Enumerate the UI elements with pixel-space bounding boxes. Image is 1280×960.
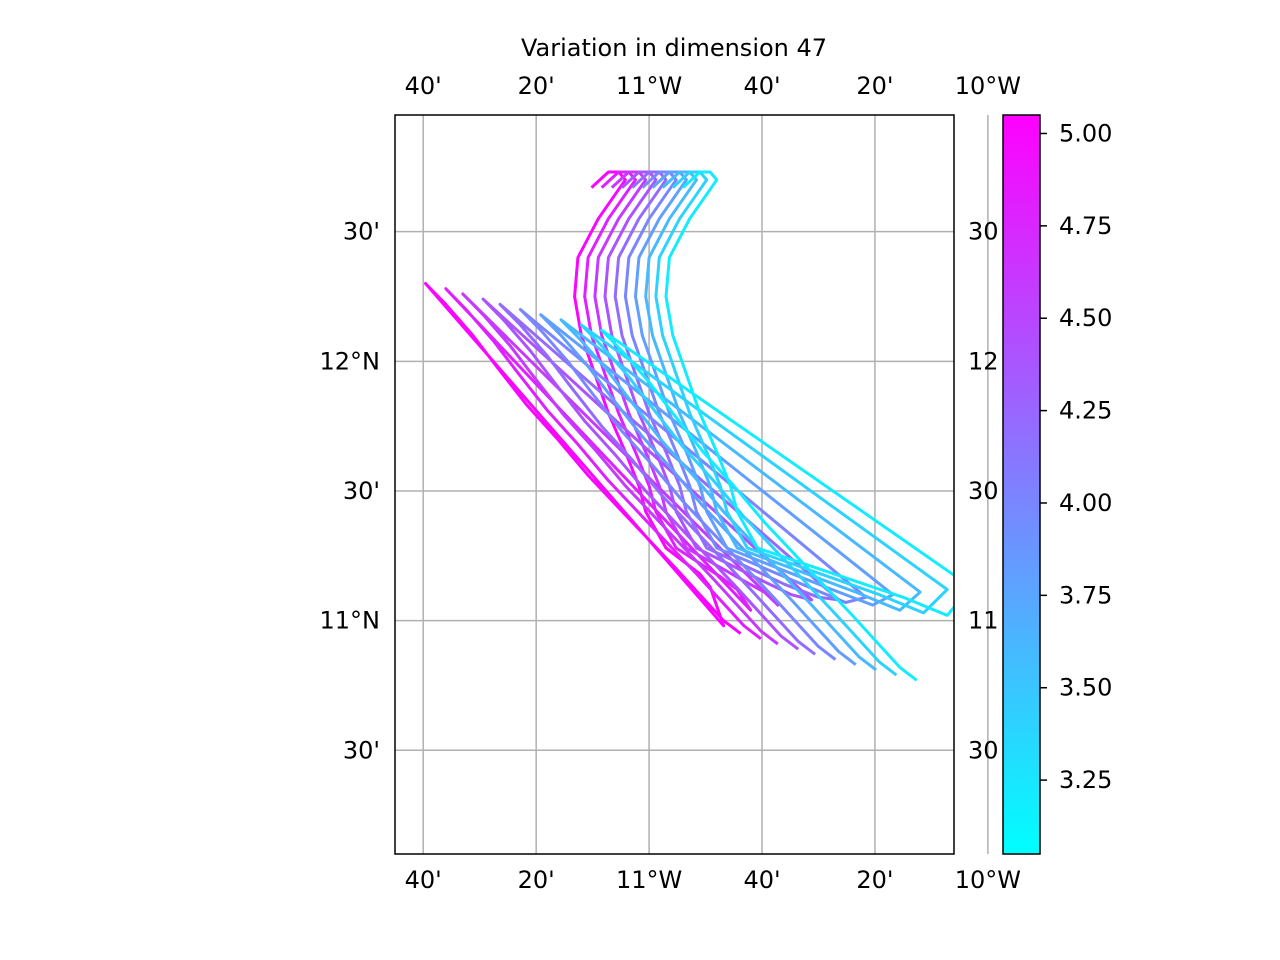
colorbar-tick-label-4: 4.25	[1059, 397, 1112, 425]
x-tick-labels-bottom: 40' 20' 11°W 40' 20' 10°W	[405, 866, 1021, 894]
y-tick-label-left-4: 30'	[343, 736, 380, 764]
x-tick-label-bottom-5: 10°W	[955, 866, 1021, 894]
y-tick-label-right-1: 12	[968, 347, 999, 375]
x-tick-label-bottom-4: 20'	[856, 866, 893, 894]
x-tick-label-bottom-1: 20'	[518, 866, 555, 894]
colorbar-tick-label-3: 4.00	[1059, 489, 1112, 517]
colorbar-tick-label-2: 3.75	[1059, 581, 1112, 609]
y-tick-labels-left: 30' 12°N 30' 11°N 30'	[320, 218, 381, 765]
y-tick-label-right-2: 30	[968, 477, 999, 505]
x-tick-label-bottom-3: 40'	[743, 866, 780, 894]
x-tick-labels-top: 40' 20' 11°W 40' 20' 10°W	[405, 72, 1021, 100]
colorbar-tick-label-6: 4.75	[1059, 212, 1112, 240]
series-line-3-6	[559, 170, 922, 672]
colorbar-ticks: 3.25 3.50 3.75 4.00 4.25 4.50 4.75 5.00	[1040, 119, 1112, 794]
x-tick-label-top-5: 10°W	[955, 72, 1021, 100]
y-tick-label-right-4: 30	[968, 736, 999, 764]
y-tick-label-left-1: 12°N	[320, 347, 381, 375]
series-line-3-2	[600, 170, 954, 682]
x-tick-label-top-3: 40'	[743, 72, 780, 100]
series-line-3-4	[579, 170, 949, 677]
colorbar-tick-label-0: 3.25	[1059, 766, 1112, 794]
y-tick-label-right-3: 11	[968, 607, 999, 635]
plot-frame	[394, 114, 955, 855]
x-tick-label-bottom-2: 11°W	[616, 866, 682, 894]
y-tick-label-left-0: 30'	[343, 218, 380, 246]
x-tick-label-top-4: 20'	[856, 72, 893, 100]
x-tick-label-top-0: 40'	[405, 72, 442, 100]
colorbar-tick-label-1: 3.50	[1059, 674, 1112, 702]
x-tick-label-bottom-0: 40'	[405, 866, 442, 894]
y-tick-label-left-3: 11°N	[320, 607, 381, 635]
colorbar	[1002, 114, 1041, 855]
colorbar-tick-label-7: 5.00	[1059, 119, 1112, 147]
x-tick-label-top-2: 11°W	[616, 72, 682, 100]
y-tick-labels-right: 30 12 30 11 30	[968, 218, 999, 765]
series-line-4-4	[481, 170, 814, 651]
y-tick-label-left-2: 30'	[343, 477, 380, 505]
y-tick-label-right-0: 30	[968, 218, 999, 246]
colorbar-tick-label-5: 4.50	[1059, 304, 1112, 332]
trajectory-lines	[424, 170, 954, 682]
chart-title: Variation in dimension 47	[521, 34, 827, 62]
x-tick-label-top-1: 20'	[518, 72, 555, 100]
